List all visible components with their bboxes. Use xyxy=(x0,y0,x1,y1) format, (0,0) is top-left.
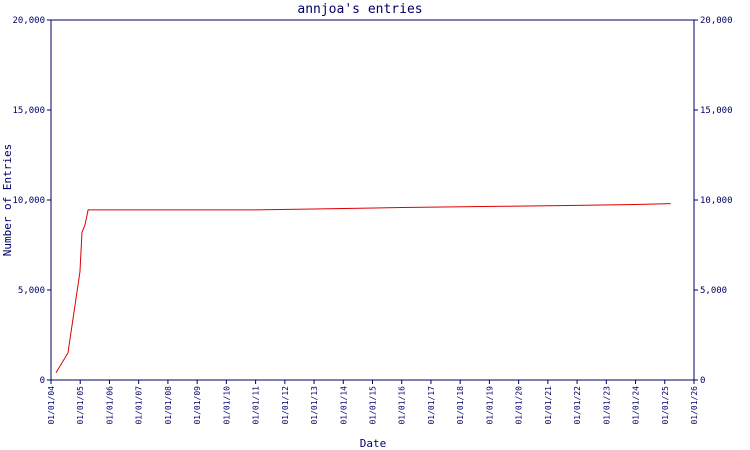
y-tick-label: 20,000 xyxy=(12,16,45,26)
chart-title: annjoa's entries xyxy=(297,2,422,17)
x-tick-label: 01/01/12 xyxy=(281,386,290,425)
y2-tick-label: 5,000 xyxy=(700,286,727,296)
x-tick-label: 01/01/09 xyxy=(193,386,202,425)
y-tick-label: 15,000 xyxy=(12,106,45,116)
x-tick-label: 01/01/21 xyxy=(544,386,553,425)
x-tick-label: 01/01/15 xyxy=(369,386,378,425)
x-tick-label: 01/01/05 xyxy=(76,386,85,425)
x-tick-label: 01/01/18 xyxy=(456,386,465,425)
x-tick-label: 01/01/26 xyxy=(690,386,699,425)
y2-tick-label: 10,000 xyxy=(700,196,733,206)
x-tick-label: 01/01/19 xyxy=(485,386,494,425)
x-tick-label: 01/01/07 xyxy=(135,386,144,425)
plot-frame xyxy=(50,19,695,381)
x-tick-label: 01/01/23 xyxy=(602,386,611,425)
x-tick-label: 01/01/20 xyxy=(515,386,524,425)
y2-tick-label: 15,000 xyxy=(700,106,733,116)
x-tick-label: 01/01/25 xyxy=(661,386,670,425)
y-tick-label: 0 xyxy=(40,376,45,386)
data-line xyxy=(55,203,671,374)
x-tick-label: 01/01/17 xyxy=(427,386,436,425)
y-axis-label: Number of Entries xyxy=(1,144,14,257)
x-tick-label: 01/01/16 xyxy=(398,386,407,425)
y-tick-label: 5,000 xyxy=(18,286,45,296)
x-tick-label: 01/01/13 xyxy=(310,386,319,425)
x-axis-label: Date xyxy=(360,437,387,450)
x-tick-label: 01/01/24 xyxy=(632,386,641,425)
x-tick-label: 01/01/06 xyxy=(105,386,114,425)
x-tick-label: 01/01/10 xyxy=(222,386,231,425)
x-tick-label: 01/01/22 xyxy=(573,386,582,425)
y-tick-label: 10,000 xyxy=(12,196,45,206)
x-tick-label: 01/01/04 xyxy=(47,386,56,425)
x-tick-label: 01/01/11 xyxy=(252,386,261,425)
x-tick-label: 01/01/14 xyxy=(339,386,348,425)
x-tick-label: 01/01/08 xyxy=(164,386,173,425)
y2-tick-label: 0 xyxy=(700,376,705,386)
y2-tick-label: 20,000 xyxy=(700,16,733,26)
